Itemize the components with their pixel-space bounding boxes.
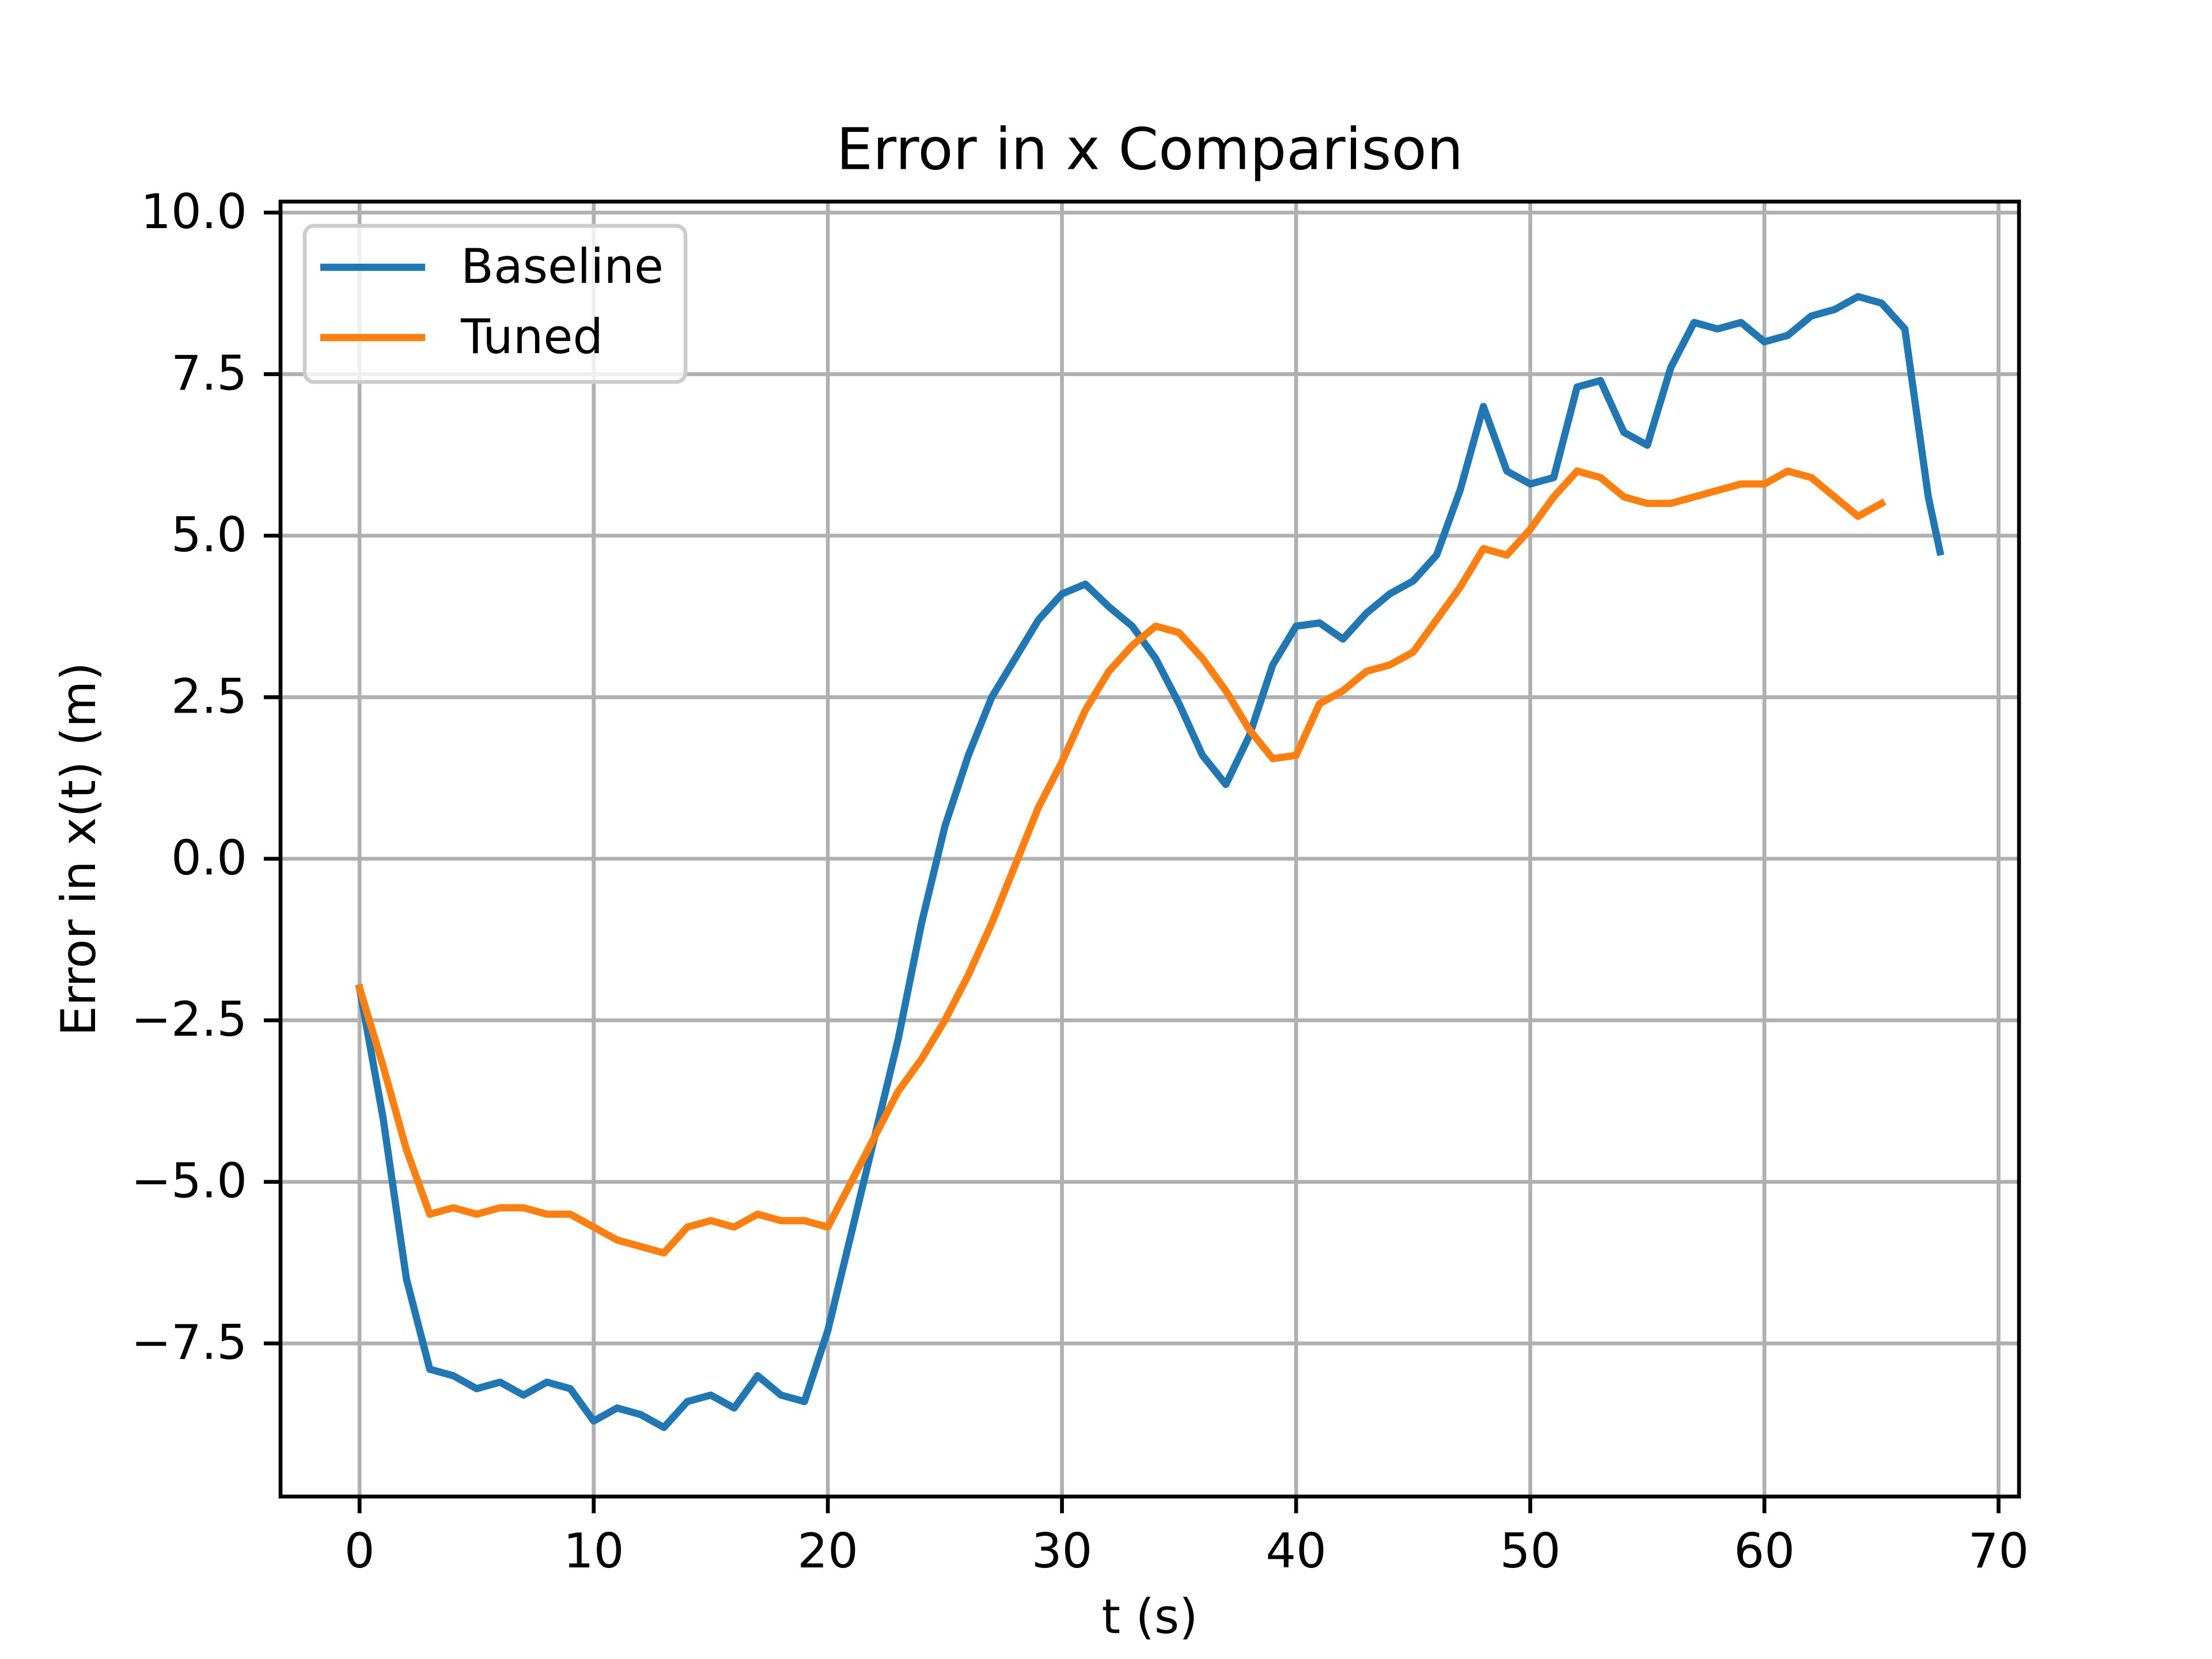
y-tick-label: 10.0 [141,184,247,240]
x-axis-label: t (s) [1102,1589,1198,1645]
x-tick-label: 60 [1734,1523,1795,1579]
axes-frame [278,199,2021,1499]
y-tick-label: 2.5 [171,668,247,724]
x-tick-label: 0 [344,1523,375,1579]
y-tick-label: −2.5 [131,991,247,1047]
x-tick-label: 20 [797,1523,858,1579]
data-line [355,293,1945,1431]
x-tick-label: 40 [1266,1523,1327,1579]
y-tick-label: 0.0 [171,830,247,886]
data-line [355,467,1887,1257]
chart-title: Error in x Comparison [836,115,1463,183]
x-tick-label: 30 [1032,1523,1093,1579]
y-axis-label: Error in x(t) (m) [51,662,107,1036]
y-tick-label: 7.5 [171,345,247,401]
x-tick-label: 50 [1500,1523,1561,1579]
y-tick-label: −7.5 [131,1315,247,1370]
x-tick-label: 10 [563,1523,624,1579]
y-tick-label: −5.0 [131,1153,247,1209]
x-tick-label: 70 [1968,1523,2029,1579]
legend-label: Baseline [461,238,664,294]
y-tick-label: 5.0 [171,507,247,563]
legend-label: Tuned [460,309,603,365]
